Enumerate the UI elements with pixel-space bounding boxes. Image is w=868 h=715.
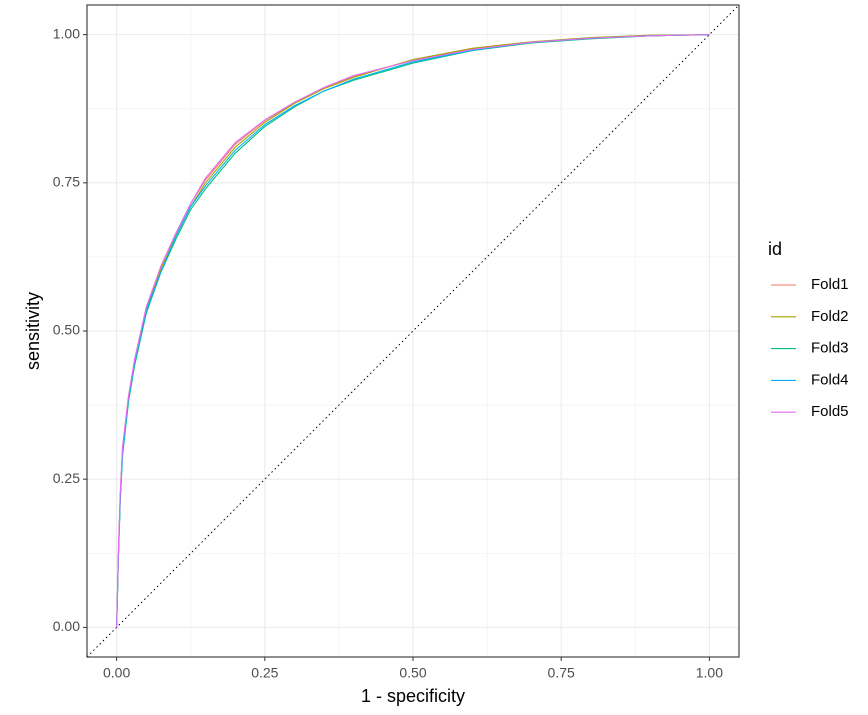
- y-axis-title: sensitivity: [23, 292, 43, 370]
- legend-label: Fold5: [811, 403, 849, 420]
- panel-border: [86, 4, 740, 658]
- legend-label: Fold1: [811, 276, 849, 293]
- legend-label: Fold4: [811, 371, 849, 388]
- legend-label: Fold3: [811, 340, 849, 357]
- y-tick-label: 0.25: [53, 470, 80, 486]
- y-tick-label: 1.00: [53, 25, 80, 41]
- y-tick-label: 0.00: [53, 618, 80, 634]
- roc-line: [116, 34, 710, 628]
- x-tick-label: 0.00: [103, 665, 130, 681]
- x-axis-title: 1 - specificity: [361, 686, 465, 706]
- reference-diagonal: [86, 4, 740, 658]
- x-tick-label: 0.25: [251, 665, 278, 681]
- x-tick-label: 0.75: [548, 665, 575, 681]
- y-tick-label: 0.50: [53, 322, 80, 338]
- x-tick-label: 1.00: [696, 665, 723, 681]
- legend-label: Fold2: [811, 308, 849, 325]
- y-tick-label: 0.75: [53, 174, 80, 190]
- x-tick-label: 0.50: [399, 665, 426, 681]
- legend-title: id: [768, 239, 782, 259]
